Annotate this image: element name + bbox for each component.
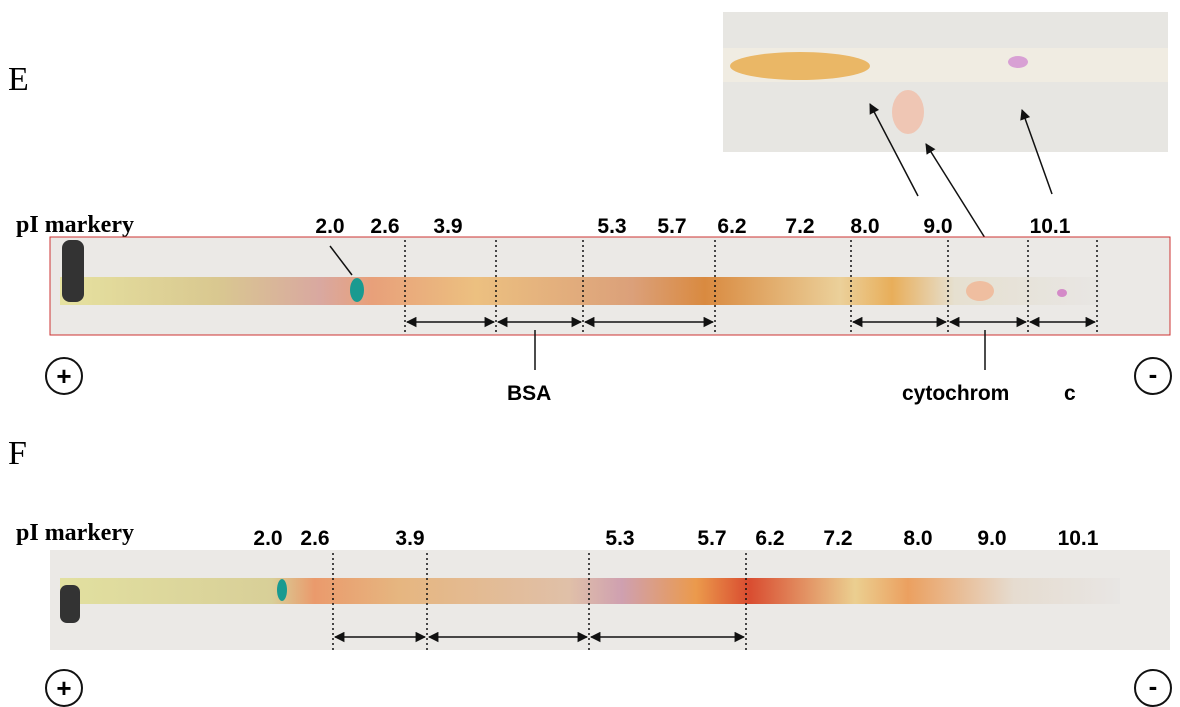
pi-marker: 5.3	[597, 215, 626, 238]
pi-marker: 5.3	[605, 527, 634, 550]
pi-marker: 10.1	[1058, 527, 1099, 550]
strip-band	[60, 277, 1100, 305]
cathode: -	[1149, 359, 1158, 389]
pi-marker: 3.9	[395, 527, 424, 550]
band	[966, 281, 994, 301]
band	[730, 52, 870, 80]
pi-marker: 2.0	[253, 527, 282, 550]
pi-marker: 9.0	[923, 215, 952, 238]
anode: +	[56, 361, 71, 391]
band	[277, 579, 287, 601]
band	[1057, 289, 1067, 297]
anode: +	[56, 673, 71, 703]
pi-marker: 9.0	[977, 527, 1006, 550]
axis-label: pI markery	[16, 520, 134, 546]
pi-marker: 5.7	[657, 215, 686, 238]
pi-marker: 3.9	[433, 215, 462, 238]
annotation: cytochrom	[902, 382, 1009, 405]
annotation: BSA	[507, 382, 551, 405]
axis-label: pI markery	[16, 212, 134, 238]
pi-marker: 2.6	[370, 215, 399, 238]
electrode	[62, 240, 84, 302]
band	[1008, 56, 1028, 68]
pi-marker: 10.1	[1030, 215, 1071, 238]
pi-marker: 2.6	[300, 527, 329, 550]
pi-marker: 5.7	[697, 527, 726, 550]
annotation: c	[1064, 382, 1076, 405]
panel-label: F	[8, 435, 27, 472]
pi-marker: 7.2	[785, 215, 814, 238]
band	[892, 90, 924, 134]
cathode: -	[1149, 671, 1158, 701]
pi-marker: 6.2	[717, 215, 746, 238]
pi-marker: 7.2	[823, 527, 852, 550]
pi-marker: 2.0	[315, 215, 344, 238]
pi-marker: 8.0	[850, 215, 879, 238]
figure: E pI markery BSA cytochrom c + - F pI ma…	[0, 0, 1180, 707]
pi-marker: 6.2	[755, 527, 784, 550]
strip-band	[60, 578, 1120, 604]
electrode	[60, 585, 80, 623]
pi-marker: 8.0	[903, 527, 932, 550]
panel-label: E	[8, 61, 29, 98]
band	[350, 278, 364, 302]
